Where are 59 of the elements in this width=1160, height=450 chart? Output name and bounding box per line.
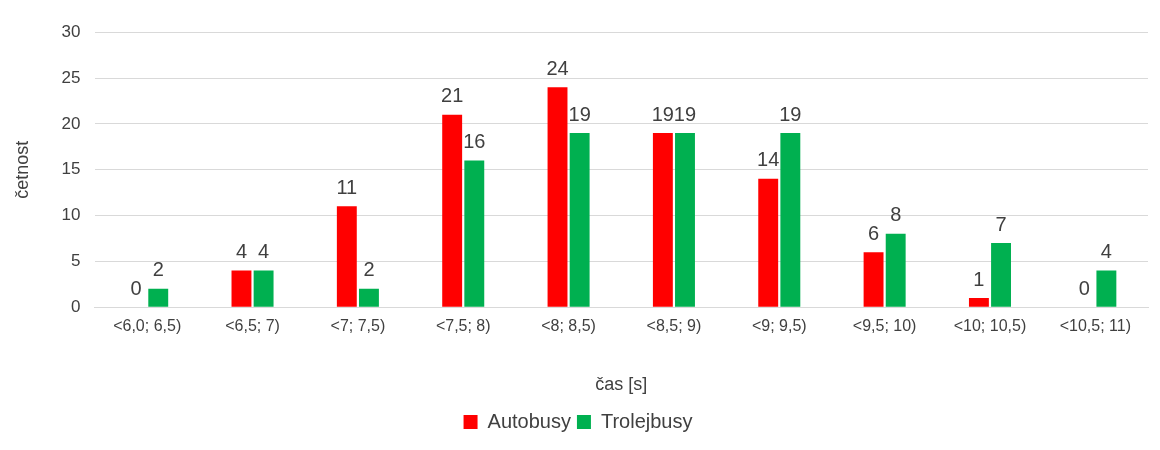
bar <box>968 298 989 307</box>
y-tick-label: 30 <box>61 21 81 41</box>
data-label: 6 <box>868 221 880 244</box>
y-tick-label: 5 <box>71 251 81 271</box>
data-label: 2 <box>152 258 164 281</box>
y-tick-label: 20 <box>61 113 81 133</box>
y-axis-title: četnost <box>11 140 32 199</box>
bar <box>675 133 695 307</box>
data-label: 19 <box>779 102 802 125</box>
data-label: 0 <box>130 276 142 299</box>
bar <box>758 178 779 307</box>
x-tick-label: <8; 8,5) <box>541 317 596 335</box>
bar <box>148 288 169 307</box>
bar <box>358 288 379 307</box>
data-label: 0 <box>1078 276 1090 299</box>
bar <box>547 87 568 307</box>
x-axis-title: čas [s] <box>595 374 648 395</box>
x-tick-label: <6,0; 6,5) <box>113 317 182 335</box>
data-label: 1 <box>973 267 985 290</box>
x-tick-label: <7; 7,5) <box>330 317 386 335</box>
bar <box>863 252 884 307</box>
x-tick-label: <10; 10,5) <box>953 317 1027 335</box>
y-tick-label: 10 <box>61 205 81 225</box>
data-label: 19 <box>673 102 697 125</box>
data-label: 24 <box>546 56 569 79</box>
bar <box>885 233 906 307</box>
data-label: 4 <box>1100 240 1112 263</box>
data-label: 2 <box>363 258 375 281</box>
data-label: 19 <box>651 102 674 125</box>
data-label: 8 <box>890 203 902 226</box>
x-tick-label: <9,5; 10) <box>852 317 917 335</box>
x-tick-label: <6,5; 7) <box>225 317 280 335</box>
data-label: 19 <box>568 102 591 125</box>
legend-label: Trolejbusy <box>600 409 693 432</box>
y-tick-label: 25 <box>61 67 81 87</box>
bar <box>231 270 252 307</box>
x-tick-label: <9; 9,5) <box>751 317 807 335</box>
y-tick-label: 0 <box>71 296 81 316</box>
bar <box>1096 270 1117 307</box>
x-tick-label: <8,5; 9) <box>646 317 702 335</box>
bar <box>442 114 463 307</box>
bar <box>780 133 801 307</box>
bar <box>991 243 1011 307</box>
bar <box>464 160 485 307</box>
bar <box>652 133 673 307</box>
data-label: 11 <box>336 175 358 198</box>
data-label: 4 <box>235 240 248 263</box>
x-tick-label: <7,5; 8) <box>435 317 491 335</box>
x-tick-label: <10,5; 11) <box>1059 317 1131 335</box>
legend-label: Autobusy <box>487 409 571 432</box>
data-label: 14 <box>757 148 780 171</box>
bar <box>336 206 357 307</box>
data-label: 21 <box>441 84 464 107</box>
bar <box>569 133 590 307</box>
data-label: 4 <box>258 240 270 263</box>
y-tick-label: 15 <box>61 159 81 179</box>
data-label: 16 <box>463 130 486 153</box>
bar <box>253 270 274 307</box>
data-label: 7 <box>995 212 1007 235</box>
